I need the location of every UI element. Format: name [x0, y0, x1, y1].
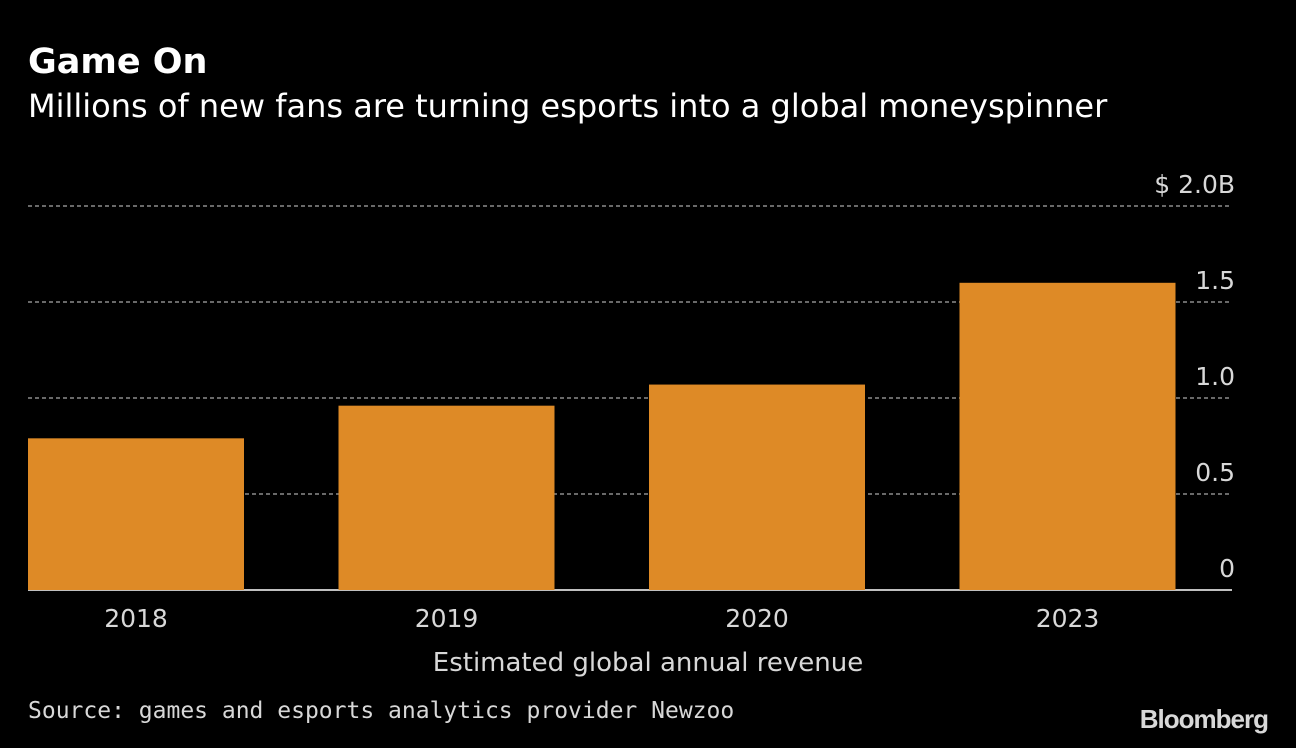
- bar-2019: [338, 405, 555, 590]
- x-axis-title: Estimated global annual revenue: [0, 646, 1296, 680]
- x-axis-title-text: Estimated global annual revenue: [432, 648, 864, 678]
- y-tick-label: 0: [1219, 554, 1235, 583]
- bar-2023: [959, 282, 1176, 590]
- x-tick-label: 2019: [415, 604, 479, 633]
- bloomberg-logo: Bloomberg: [1139, 704, 1269, 734]
- source-note: Source: games and esports analytics prov…: [28, 698, 735, 724]
- bar-2020: [649, 384, 865, 590]
- x-tick-labels: 2018 2019 2020 2023: [104, 604, 1099, 633]
- y-tick-label: 1.0: [1195, 362, 1235, 391]
- bars: [28, 282, 1176, 590]
- x-tick-label: 2018: [104, 604, 168, 633]
- bar-2018: [28, 438, 244, 590]
- x-tick-label: 2020: [725, 604, 789, 633]
- y-tick-label: $ 2.0B: [1154, 170, 1235, 199]
- chart-subtitle: Millions of new fans are turning esports…: [28, 87, 1108, 125]
- y-tick-label: 0.5: [1195, 458, 1235, 487]
- chart-title: Game On: [28, 42, 208, 82]
- y-tick-labels: 0 0.5 1.0 1.5 $ 2.0B: [1154, 170, 1235, 583]
- x-tick-label: 2023: [1036, 604, 1100, 633]
- y-tick-label: 1.5: [1195, 266, 1235, 295]
